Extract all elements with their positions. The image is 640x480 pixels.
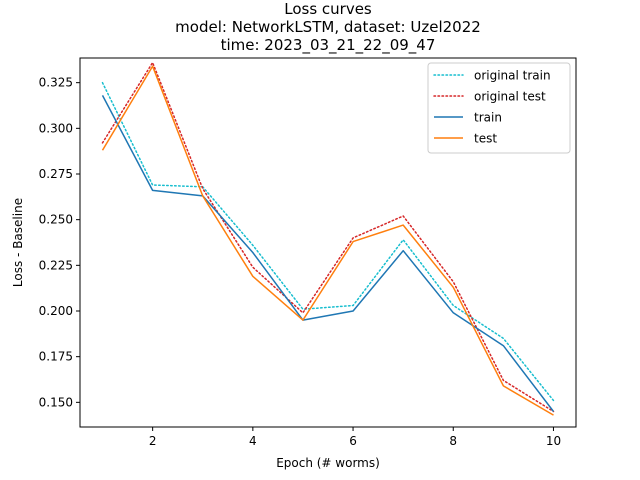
x-tick-label: 2 bbox=[149, 434, 157, 448]
legend: original train original test train test bbox=[427, 62, 571, 154]
y-tick-label: 0.300 bbox=[39, 121, 73, 135]
series-layer bbox=[101, 61, 555, 416]
legend-label: train bbox=[474, 111, 502, 125]
x-tick-label: 8 bbox=[449, 434, 457, 448]
series-line-original-test bbox=[101, 61, 555, 413]
legend-label: original test bbox=[474, 90, 546, 104]
y-tick-label: 0.150 bbox=[39, 395, 73, 409]
legend-box bbox=[427, 62, 571, 154]
x-axis-ticks: 2 4 6 8 10 bbox=[149, 427, 561, 448]
y-tick-label: 0.175 bbox=[39, 350, 73, 364]
x-tick-label: 4 bbox=[249, 434, 257, 448]
chart-title-line-3: time: 2023_03_21_22_09_47 bbox=[221, 36, 436, 55]
chart-title-line-1: Loss curves bbox=[284, 0, 372, 18]
axes-frame bbox=[79, 57, 577, 428]
y-tick-label: 0.225 bbox=[39, 258, 73, 272]
y-tick-label: 0.325 bbox=[39, 76, 73, 90]
y-tick-label: 0.250 bbox=[39, 213, 73, 227]
series-line-original-train bbox=[101, 81, 555, 402]
chart-title-line-2: model: NetworkLSTM, dataset: Uzel2022 bbox=[175, 18, 481, 36]
x-tick-label: 10 bbox=[546, 434, 561, 448]
x-tick-label: 6 bbox=[349, 434, 357, 448]
legend-label: original train bbox=[474, 69, 551, 83]
y-tick-label: 0.200 bbox=[39, 304, 73, 318]
y-axis-ticks: 0.150 0.175 0.200 0.225 0.250 0.275 0.300 0.325 bbox=[39, 76, 80, 409]
series-line-train bbox=[101, 95, 555, 412]
series-line-test bbox=[101, 65, 554, 416]
x-axis-label: Epoch (# worms) bbox=[276, 456, 380, 470]
legend-label: test bbox=[474, 132, 497, 146]
y-axis-label: Loss - Baseline bbox=[11, 198, 25, 287]
y-tick-label: 0.275 bbox=[39, 167, 73, 181]
